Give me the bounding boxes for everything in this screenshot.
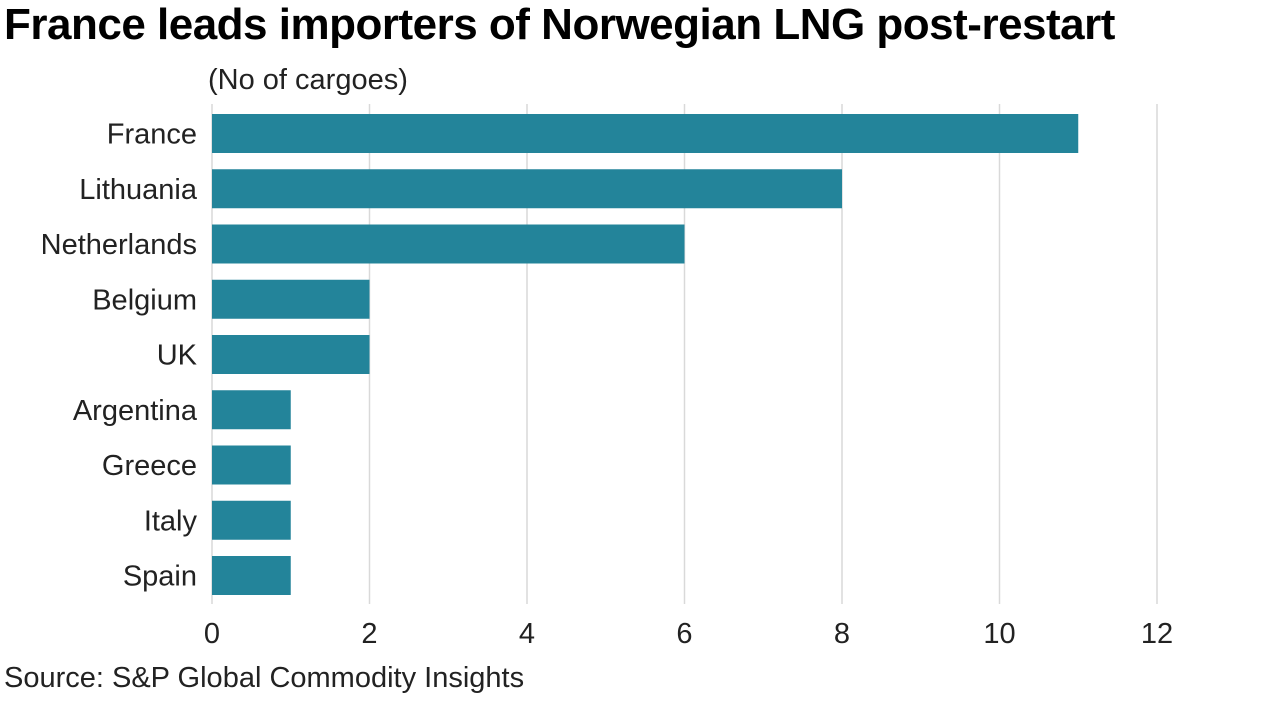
chart-subtitle: (No of cargoes)	[208, 64, 408, 96]
category-label: UK	[157, 340, 198, 372]
category-labels: France Lithuania Netherlands Belgium UK Argen…	[41, 119, 198, 593]
category-label: Greece	[102, 450, 197, 482]
bar-lithuania	[212, 169, 842, 209]
category-label: Netherlands	[41, 229, 197, 261]
bar-greece	[212, 445, 291, 485]
bar-italy	[212, 500, 291, 540]
category-label: Spain	[123, 561, 197, 593]
x-tick-label: 0	[204, 618, 220, 650]
x-tick-label: 10	[983, 618, 1015, 650]
bar-netherlands	[212, 224, 685, 264]
x-tick-label: 12	[1141, 618, 1173, 650]
source-note: Source: S&P Global Commodity Insights	[4, 662, 525, 694]
category-label: France	[107, 119, 197, 151]
category-label: Argentina	[73, 395, 198, 427]
x-tick-label: 8	[834, 618, 850, 650]
category-label: Belgium	[92, 284, 197, 316]
x-tick-label: 2	[361, 618, 377, 650]
category-label: Lithuania	[79, 174, 198, 206]
x-axis-ticks: 0 2 4 6 8 10 12	[204, 618, 1173, 650]
category-label: Italy	[144, 505, 198, 537]
bar-spain	[212, 556, 291, 595]
bar-argentina	[212, 390, 291, 430]
bar-france	[212, 114, 1079, 153]
bars	[212, 114, 1079, 595]
chart-title: France leads importers of Norwegian LNG …	[4, 0, 1115, 49]
x-tick-label: 4	[519, 618, 535, 650]
x-tick-label: 6	[676, 618, 692, 650]
bar-belgium	[212, 279, 370, 319]
bar-uk	[212, 335, 370, 374]
